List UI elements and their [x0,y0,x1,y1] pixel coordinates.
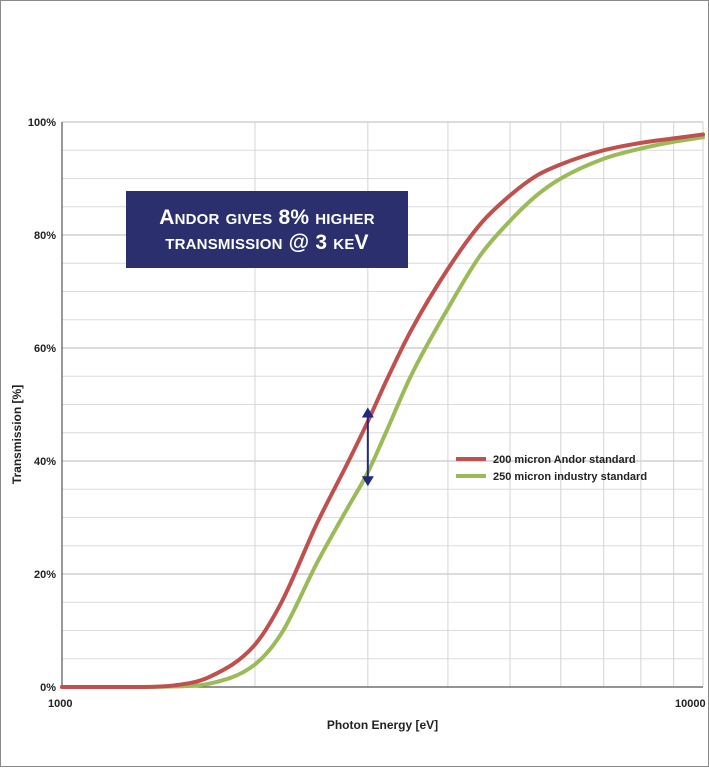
series-lines [60,132,705,690]
annotation-callout: Andor gives 8% higher transmission @ 3 k… [126,191,408,268]
arrow-head-down [361,476,374,487]
legend-label-2: 250 micron industry standard [493,471,647,483]
series-line-2 [60,135,705,690]
series-line-1 [60,132,705,690]
legend-label-1: 200 micron Andor standard [493,454,636,466]
legend: 200 micron Andor standard 250 micron indu… [456,454,647,483]
x-tick-label: 1000 [48,698,72,710]
x-tick-label: 10000 [675,698,706,710]
grid [62,121,704,687]
y-tick-label: 40% [34,456,56,468]
y-tick-label: 60% [34,343,56,355]
y-tick-labels: 0% 20% 40% 60% 80% 100% [28,117,56,694]
y-tick-label: 100% [28,117,56,129]
y-tick-label: 20% [34,569,56,581]
y-tick-label: 0% [40,682,56,694]
annotation-line-2: transmission @ 3 keV [165,231,369,254]
x-axis-title: Photon Energy [eV] [327,718,438,732]
arrow-head-up [361,407,374,418]
difference-arrow [361,407,374,487]
y-axis-title: Transmission [%] [10,385,24,484]
y-tick-label: 80% [34,230,56,242]
x-tick-labels: 1000 10000 [48,698,706,710]
annotation-line-1: Andor gives 8% higher [159,206,375,229]
